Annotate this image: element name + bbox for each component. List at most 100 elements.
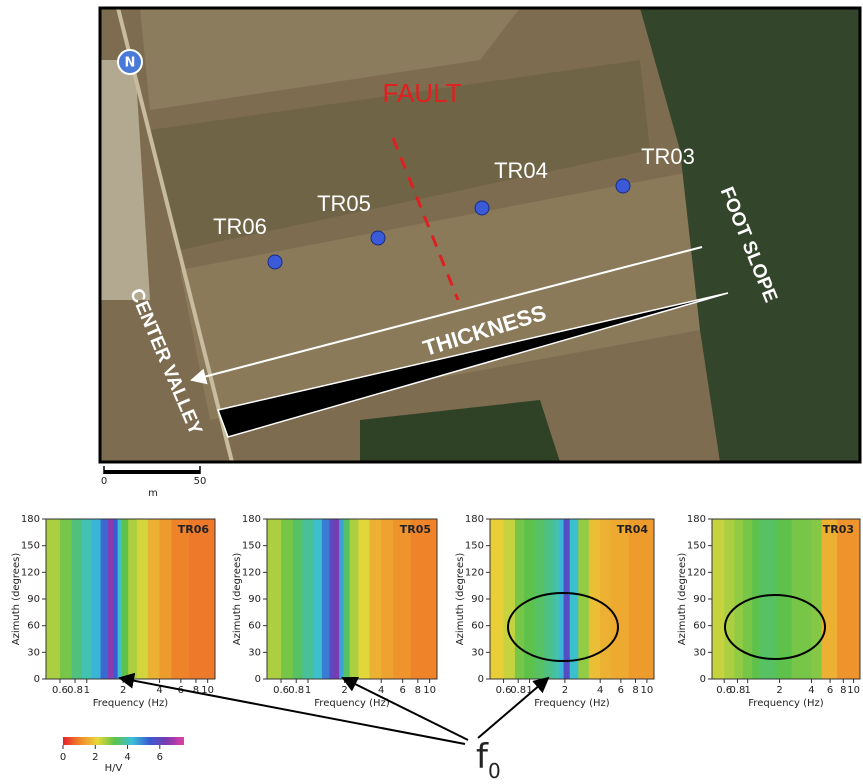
- y-tick-label: 90: [248, 594, 261, 605]
- y-tick-label: 30: [471, 647, 484, 658]
- y-tick-label: 180: [242, 514, 261, 525]
- scale-tick-label: 0: [101, 476, 107, 487]
- colorbar-label: H/V: [105, 763, 123, 774]
- colorbar-tick-label: 2: [92, 752, 98, 763]
- x-tick-label: 1: [745, 685, 751, 696]
- y-tick-label: 30: [693, 647, 706, 658]
- x-axis-label: Frequency (Hz): [534, 698, 610, 709]
- y-tick-label: 0: [34, 674, 40, 685]
- y-tick-label: 90: [27, 594, 40, 605]
- heatmap-band: [734, 519, 743, 679]
- y-tick-label: 150: [687, 541, 706, 552]
- x-tick-label: 0.8: [510, 685, 526, 696]
- x-axis-label: Frequency (Hz): [314, 698, 390, 709]
- north-label: N: [125, 56, 136, 71]
- x-tick-label: 4: [808, 685, 814, 696]
- colorbar: [63, 737, 184, 745]
- colorbar-tick-label: 0: [60, 752, 66, 763]
- y-tick-label: 180: [465, 514, 484, 525]
- scale-tick-label: 50: [194, 476, 207, 487]
- heatmap-band: [334, 519, 339, 679]
- scale-bar: [104, 470, 200, 474]
- pin: [616, 179, 630, 193]
- heatmap-band: [801, 519, 812, 679]
- heatmap-band: [822, 519, 838, 679]
- y-tick-label: 30: [27, 647, 40, 658]
- y-tick-label: 180: [687, 514, 706, 525]
- heatmap-band: [837, 519, 860, 679]
- heatmap-band: [350, 519, 359, 679]
- heatmap-band: [555, 519, 560, 679]
- y-tick-label: 0: [700, 674, 706, 685]
- heatmap-band: [534, 519, 543, 679]
- heatmap-band: [724, 519, 735, 679]
- heatmap-band: [189, 519, 216, 679]
- heatmap-band: [358, 519, 369, 679]
- x-tick-label: 2: [341, 685, 347, 696]
- heatmap-band: [381, 519, 393, 679]
- heatmap-band: [108, 519, 114, 679]
- heatmap-band: [775, 519, 779, 679]
- x-tick-label: 8: [840, 685, 846, 696]
- f0-arrows: [120, 678, 548, 744]
- heatmap-band: [267, 519, 282, 679]
- y-axis-label: Azimuth (degrees): [455, 553, 466, 646]
- x-tick-label: 4: [378, 685, 384, 696]
- x-tick-label: 8: [193, 685, 199, 696]
- x-tick-label: 6: [827, 685, 833, 696]
- heatmap-band: [712, 519, 725, 679]
- y-tick-label: 60: [471, 621, 484, 632]
- station-label: TR04: [494, 158, 548, 183]
- heatmap-band: [137, 519, 148, 679]
- y-tick-label: 150: [242, 541, 261, 552]
- heatmap-band: [766, 519, 771, 679]
- heatmap-band: [600, 519, 612, 679]
- y-axis-label: Azimuth (degrees): [232, 553, 243, 646]
- y-tick-label: 150: [465, 541, 484, 552]
- figure: N FAULT TR06 TR05 TR04 TR03 THICKNESS CE…: [0, 0, 863, 784]
- y-axis-label: Azimuth (degrees): [677, 553, 688, 646]
- x-tick-label: 8: [632, 685, 638, 696]
- f0-subscript: 0: [488, 759, 501, 783]
- y-tick-label: 0: [478, 674, 484, 685]
- y-tick-label: 180: [21, 514, 40, 525]
- x-tick-label: 1: [305, 685, 311, 696]
- y-tick-label: 150: [21, 541, 40, 552]
- heatmap-band: [369, 519, 381, 679]
- heatmap-band: [490, 519, 504, 679]
- y-tick-label: 60: [27, 621, 40, 632]
- y-tick-label: 120: [687, 567, 706, 578]
- heatmap-band: [504, 519, 516, 679]
- heatmap-band: [293, 519, 303, 679]
- panel-title: TR03: [823, 523, 854, 536]
- heatmap-band: [515, 519, 525, 679]
- heatmap-band: [46, 519, 60, 679]
- heatmap-band: [784, 519, 792, 679]
- heatmap-band: [760, 519, 767, 679]
- x-tick-label: 2: [562, 685, 568, 696]
- pin: [371, 231, 385, 245]
- x-axis-label: Frequency (Hz): [748, 698, 824, 709]
- heatmap-band: [411, 519, 438, 679]
- aerial-map: N FAULT TR06 TR05 TR04 TR03 THICKNESS CE…: [100, 8, 860, 462]
- pin: [268, 255, 282, 269]
- heatmap-band: [281, 519, 293, 679]
- heatmap-band: [148, 519, 160, 679]
- heatmap-band: [101, 519, 109, 679]
- x-tick-label: 10: [423, 685, 436, 696]
- x-axis-label: Frequency (Hz): [93, 698, 169, 709]
- f0-label: f0: [476, 737, 501, 783]
- heatmap-band: [560, 519, 565, 679]
- heatmap-band: [160, 519, 172, 679]
- panel-title: TR04: [617, 523, 649, 536]
- y-tick-label: 60: [693, 621, 706, 632]
- x-tick-label: 0.6: [52, 685, 68, 696]
- x-tick-label: 10: [641, 685, 654, 696]
- y-tick-label: 90: [471, 594, 484, 605]
- heatmap-band: [550, 519, 555, 679]
- heatmap-band: [329, 519, 335, 679]
- heatmap-band: [322, 519, 330, 679]
- scale-unit: m: [148, 488, 158, 499]
